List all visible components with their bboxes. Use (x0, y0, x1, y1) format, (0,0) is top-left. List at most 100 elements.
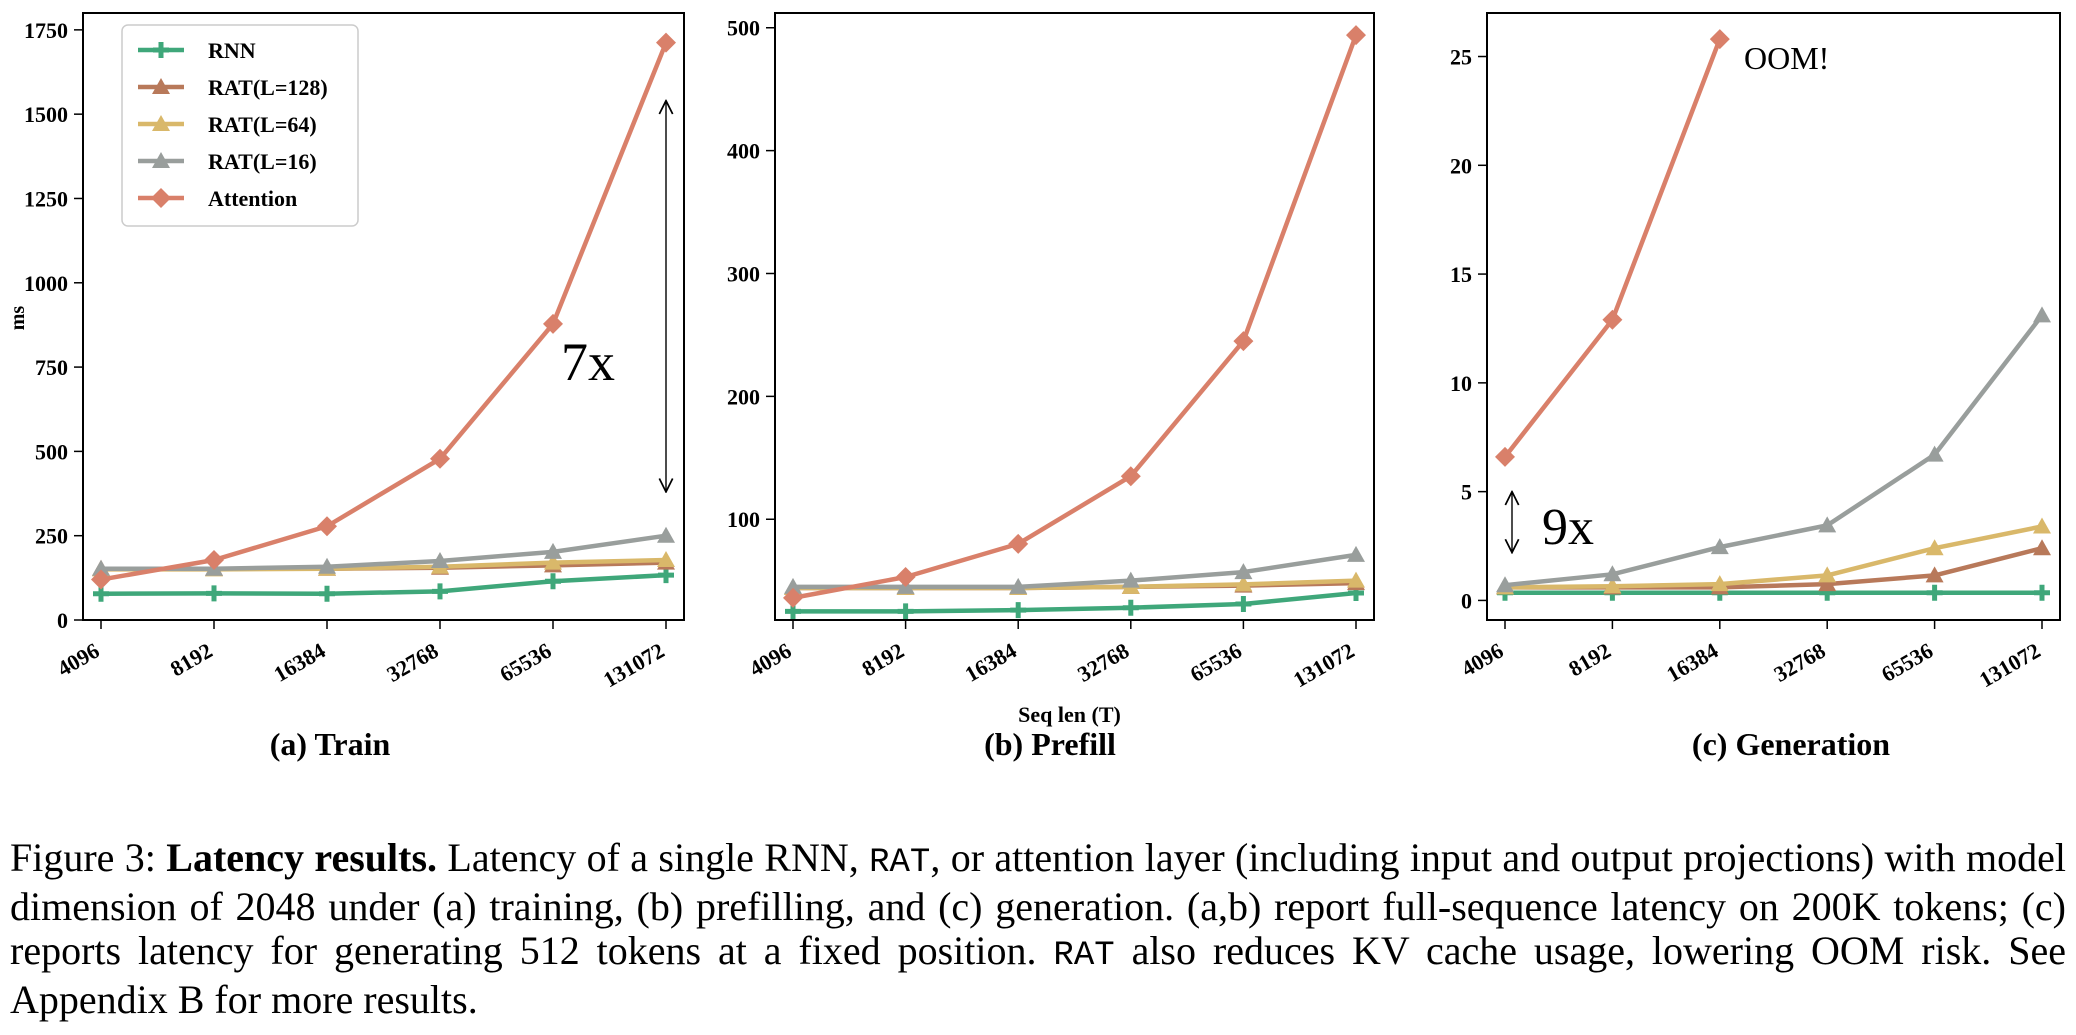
x-tick-label: 65536 (495, 638, 555, 687)
y-tick-label: 100 (727, 507, 760, 532)
series-RNN (93, 567, 674, 602)
x-tick-label: 65536 (1186, 638, 1246, 687)
series-RAT(L=16) (1496, 306, 2051, 593)
data-point (431, 551, 449, 568)
data-point (543, 313, 563, 334)
series-Attention (91, 32, 676, 590)
plot-frame (774, 12, 1375, 621)
data-point (1234, 575, 1253, 592)
x-tick-label: 16384 (269, 638, 329, 687)
data-point (1925, 539, 1944, 556)
data-point (1710, 575, 1729, 592)
x-tick-label: 131072 (1289, 638, 1359, 693)
data-point (544, 542, 562, 559)
data-point (1122, 599, 1139, 616)
caption-label: Figure 3: (10, 835, 167, 880)
y-tick-label: 0 (1461, 588, 1472, 613)
data-point (895, 566, 916, 587)
series-line (1504, 524, 2043, 590)
legend-marker (153, 42, 169, 58)
data-point (1709, 29, 1730, 50)
data-point (317, 516, 337, 537)
data-point (1925, 566, 1944, 583)
y-tick-label: 750 (35, 355, 68, 380)
data-point (2033, 517, 2051, 534)
x-tick-label: 4096 (1457, 638, 1508, 682)
data-point (1925, 445, 1944, 462)
data-point (656, 32, 676, 53)
y-tick-label: 200 (727, 384, 760, 409)
data-point (2033, 539, 2051, 556)
data-point (544, 553, 562, 570)
data-point (2034, 584, 2050, 601)
chart-train: 0 250 500 750 1000 1250 1500 1750 4096 8192 16384 3… (7, 12, 685, 762)
caption-title: Latency results. (166, 835, 438, 880)
caption-rat-2: RAT (1053, 937, 1115, 975)
legend-box (121, 24, 359, 227)
data-point (897, 603, 914, 620)
caption-part3: also reduces KV cache usage, lowering OO… (10, 928, 2066, 1022)
legend-label: RAT(L=16) (208, 149, 317, 174)
data-point (319, 585, 335, 602)
data-point (1818, 575, 1837, 592)
data-point (1120, 466, 1141, 487)
series-line (1504, 314, 2044, 588)
series-RAT(L=64) (1496, 517, 2051, 595)
series-RAT(L=16) (784, 545, 1365, 594)
x-axis-label: Seq len (T) (1018, 702, 1121, 727)
data-point (204, 549, 224, 570)
chart-generation: 0 5 10 15 20 25 4096 8192 16384 32768 65536 131072 (… (1450, 12, 2061, 762)
legend-marker (152, 78, 170, 94)
legend-label: RAT(L=128) (208, 75, 328, 100)
data-point (1496, 576, 1514, 593)
data-point (1603, 577, 1622, 594)
y-tick-label: 500 (35, 439, 68, 464)
data-point (91, 569, 111, 590)
data-point (318, 557, 336, 574)
y-tick-label: 0 (57, 608, 68, 633)
legend-marker (152, 115, 170, 131)
legend-label: Attention (208, 186, 297, 211)
data-point (206, 585, 222, 602)
y-axis-label: ms (7, 306, 29, 331)
data-point (1710, 538, 1729, 555)
x-tick-label: 16384 (961, 638, 1021, 687)
data-point (1603, 565, 1622, 582)
data-point (1346, 25, 1366, 46)
data-point (1234, 563, 1253, 580)
y-tick-label: 1500 (24, 102, 68, 127)
chart-prefill: 100 200 300 400 500 4096 8192 16384 32768 65536 13… (727, 12, 1375, 762)
x-tick-label: 16384 (1662, 638, 1722, 687)
subplot-title: (b) Prefill (984, 726, 1116, 762)
y-tick-label: 250 (35, 524, 68, 549)
oom-annotation: OOM! (1744, 40, 1829, 76)
x-tick-label: 4096 (53, 638, 104, 682)
x-tick-label: 131072 (599, 638, 669, 693)
data-point (1008, 533, 1029, 554)
data-point (1347, 571, 1365, 588)
data-point (658, 567, 674, 584)
legend-label: RNN (208, 38, 256, 63)
x-tick-label: 4096 (745, 638, 796, 682)
plot-frame (82, 12, 685, 621)
data-point (1818, 516, 1837, 533)
subplot-title: (c) Generation (1692, 726, 1890, 762)
x-tick-label: 32768 (1073, 638, 1133, 687)
subplot-title: (a) Train (270, 726, 391, 762)
x-tick-label: 131072 (1975, 638, 2045, 693)
data-point (784, 577, 802, 594)
x-tick-label: 8192 (166, 638, 217, 682)
y-tick-label: 15 (1450, 262, 1472, 287)
y-tick-label: 400 (727, 139, 760, 164)
data-point (1235, 596, 1252, 613)
legend-marker (152, 152, 170, 168)
data-point (783, 587, 803, 608)
y-tick-label: 1250 (24, 186, 68, 211)
legend-marker (151, 188, 171, 208)
data-point (92, 559, 110, 576)
series-RNN (785, 584, 1364, 620)
y-tick-label: 10 (1450, 371, 1472, 396)
data-point (1233, 331, 1254, 352)
y-tick-label: 25 (1450, 45, 1472, 70)
